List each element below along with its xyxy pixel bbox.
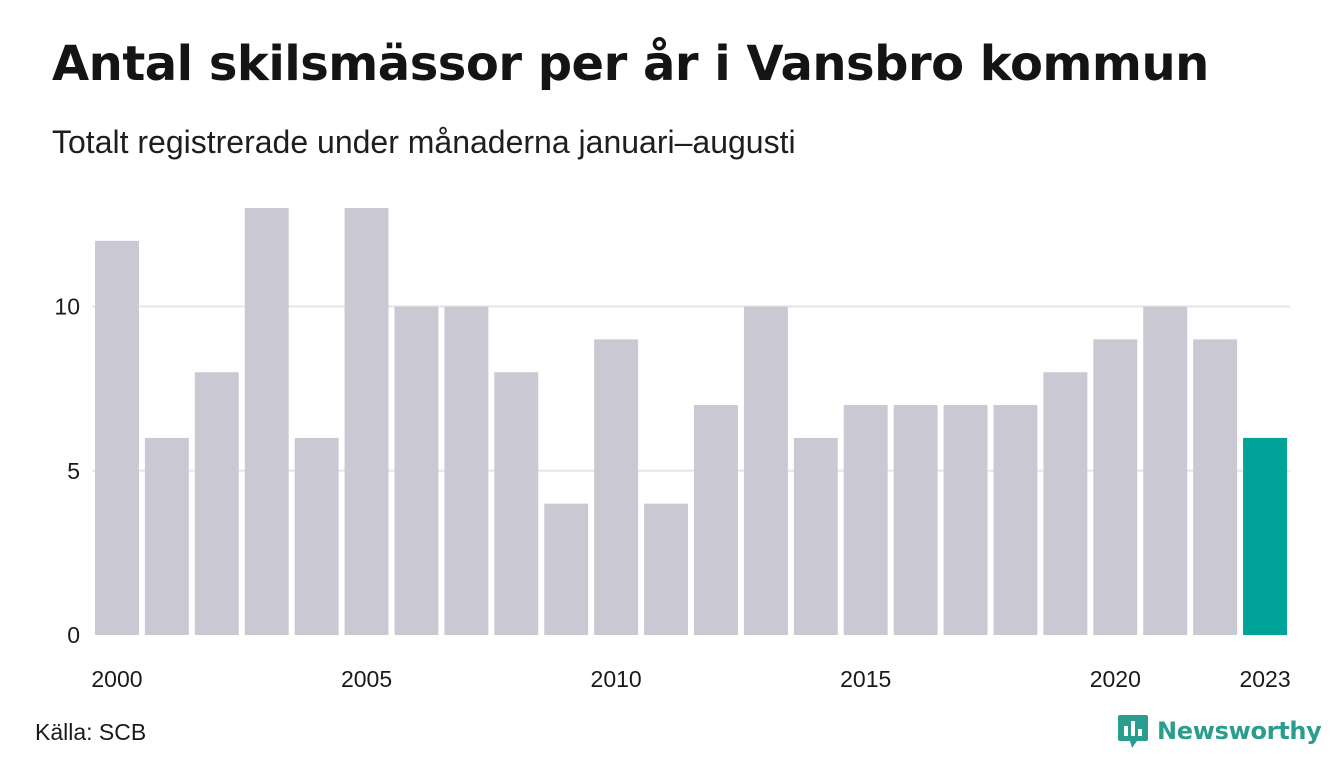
bar-2023 (1243, 437, 1287, 635)
x-tick-label: 2015 (840, 666, 891, 692)
x-tick-label: 2023 (1239, 666, 1290, 692)
y-tick-label: 5 (67, 458, 80, 484)
source-note: Källa: SCB (35, 719, 147, 745)
bar-2013 (743, 306, 788, 635)
bar-2011 (644, 503, 688, 635)
x-tick-label: 2020 (1090, 666, 1141, 692)
bar-2002 (194, 372, 239, 635)
bar-2014 (793, 437, 838, 635)
bar-2018 (993, 405, 1038, 635)
bar-2021 (1143, 306, 1188, 635)
x-axis-ticks: 2000 2005 2010 2015 2020 2023 (91, 666, 1290, 692)
bar-2012 (694, 405, 738, 635)
bar-2017 (943, 405, 988, 635)
bar-2000 (95, 240, 139, 635)
newsworthy-logo: Newsworthy (1117, 713, 1322, 749)
chart-title: Antal skilsmässor per år i Vansbro kommu… (52, 36, 1209, 92)
x-tick-label: 2005 (341, 666, 392, 692)
brand-name: Newsworthy (1157, 717, 1322, 745)
bar-2019 (1043, 372, 1088, 635)
bar-2004 (294, 437, 339, 635)
bar-2010 (594, 339, 639, 635)
bar-2008 (494, 372, 539, 635)
grid-lines (92, 305, 1290, 472)
bar-2016 (893, 405, 938, 635)
bar-2015 (843, 405, 888, 635)
bar-2005 (344, 208, 389, 635)
y-tick-label: 10 (54, 294, 80, 320)
bar-2001 (144, 437, 189, 635)
bar-2003 (244, 208, 289, 635)
newsworthy-chart-bubble-icon (1118, 715, 1148, 748)
x-tick-label: 2000 (91, 666, 142, 692)
bar-2007 (444, 306, 489, 635)
y-axis-ticks: 0 5 10 (54, 294, 80, 648)
bar-chart: 0 5 10 2000 2005 2010 2015 2020 2023 (54, 208, 1291, 692)
bar-2006 (394, 306, 439, 635)
y-tick-label: 0 (67, 622, 80, 648)
bars (95, 208, 1287, 635)
bar-2009 (544, 503, 589, 635)
x-tick-label: 2010 (591, 666, 642, 692)
chart-subtitle: Totalt registrerade under månaderna janu… (52, 124, 796, 160)
bar-2022 (1193, 339, 1238, 635)
bar-2020 (1093, 339, 1138, 635)
